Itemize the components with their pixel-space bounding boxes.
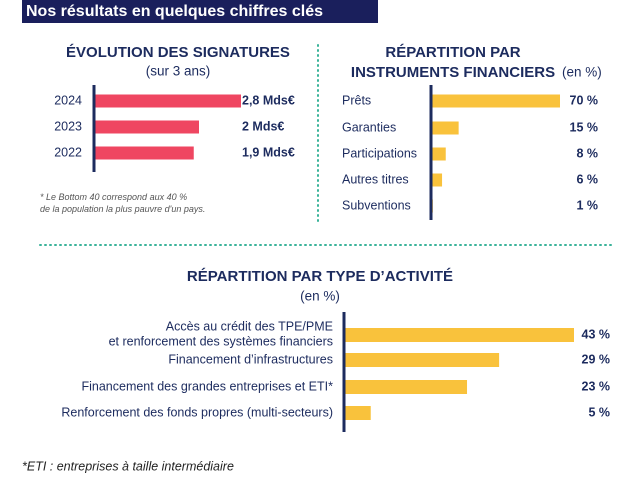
category-label: 2024 — [54, 93, 82, 107]
value-label: 2 Mds€ — [242, 119, 284, 133]
value-label: 29 % — [582, 352, 611, 366]
bar — [94, 146, 194, 160]
value-label: 15 % — [570, 120, 599, 134]
value-label: 70 % — [570, 93, 599, 107]
bar — [431, 121, 459, 135]
category-label: Subventions — [342, 198, 411, 212]
category-label: 2023 — [54, 119, 82, 133]
bar — [344, 353, 500, 367]
bar — [431, 94, 560, 108]
value-label: 8 % — [576, 146, 598, 160]
value-label: 6 % — [576, 172, 598, 186]
bar — [431, 147, 446, 161]
chart-title: ÉVOLUTION DES SIGNATURES — [66, 44, 290, 61]
category-label: Financement des grandes entreprises et E… — [81, 379, 333, 393]
bar — [344, 406, 371, 420]
value-label: 1,9 Mds€ — [242, 145, 295, 159]
value-label: 2,8 Mds€ — [242, 93, 295, 107]
bar — [94, 94, 241, 108]
category-label: Accès au crédit des TPE/PME et renforceme… — [109, 320, 333, 349]
value-label: 43 % — [582, 327, 611, 341]
category-label: Participations — [342, 146, 417, 160]
header-background — [22, 0, 378, 23]
bar — [431, 173, 443, 187]
category-label: Prêts — [342, 93, 371, 107]
chart-title: RÉPARTITION PAR INSTRUMENTS FINANCIERS — [351, 44, 555, 81]
category-label: Autres titres — [342, 172, 409, 186]
chart-title: RÉPARTITION PAR TYPE D’ACTIVITÉ — [187, 268, 453, 285]
bar — [344, 328, 574, 342]
category-label: Financement d’infrastructures — [168, 352, 333, 366]
chart-note: * Le Bottom 40 correspond aux 40 % de la … — [40, 192, 205, 214]
value-label: 5 % — [588, 405, 610, 419]
bar — [344, 380, 468, 394]
category-label: Garanties — [342, 120, 396, 134]
value-label: 1 % — [576, 198, 598, 212]
header-title: Nos résultats en quelques chiffres clés — [26, 3, 323, 20]
category-label: Renforcement des fonds propres (multi-se… — [61, 405, 333, 419]
chart-subtitle: (en %) — [300, 289, 340, 304]
chart-subtitle: (sur 3 ans) — [146, 64, 211, 79]
bar — [94, 120, 199, 134]
category-label: 2022 — [54, 145, 82, 159]
footnote: *ETI : entreprises à taille intermédiair… — [22, 459, 234, 473]
chart-subtitle: (en %) — [562, 65, 602, 80]
value-label: 23 % — [582, 379, 611, 393]
